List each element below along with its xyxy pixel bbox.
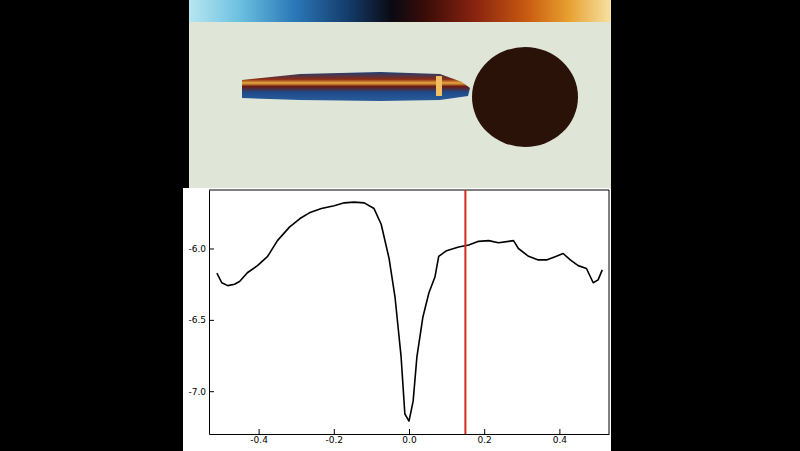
tick-mark [409,429,410,434]
tick-mark [259,429,260,434]
simulation-panel [189,0,611,188]
panel-background [189,0,611,188]
jet-blob [242,72,470,101]
tick: -0.4 [250,429,268,445]
jet-front [436,76,442,96]
tick-mark [334,429,335,434]
tick: -7.0 [188,387,214,397]
tick-mark [209,320,214,321]
tick-label: -6.5 [188,315,206,325]
tick-label: -0.2 [326,435,344,445]
tick: 0.2 [478,429,492,445]
tick-mark [559,429,560,434]
frame-right [609,190,610,434]
tick-label: 0.4 [553,435,568,445]
color-bar [189,0,611,22]
tick-mark [209,249,214,250]
profile-line [217,202,602,421]
reference-line [464,190,466,434]
tick-label: -6.0 [188,244,206,254]
tick-mark [484,429,485,434]
y-axis: -7.0 -6.5 -6.0 [188,191,214,435]
tick-label: 0.2 [478,435,492,445]
tick: -6.0 [188,244,214,254]
tick-mark [209,391,214,392]
tick-label: -0.4 [250,435,268,445]
chart-background [183,188,611,451]
sphere [472,47,578,147]
plot-area [217,190,602,434]
frame-top [209,190,609,191]
tick: -6.5 [188,315,214,325]
tick-label: -7.0 [188,387,206,397]
x-axis: -0.4 -0.2 0.0 0.2 0.4 [210,429,610,445]
canvas: -0.4 -0.2 0.0 0.2 0.4 -7.0 -6.5 -6.0 [0,0,800,451]
tick-label: 0.0 [402,435,417,445]
tick: 0.4 [553,429,568,445]
axis-line [209,191,210,435]
tick: 0.0 [402,429,417,445]
tick: -0.2 [326,429,344,445]
